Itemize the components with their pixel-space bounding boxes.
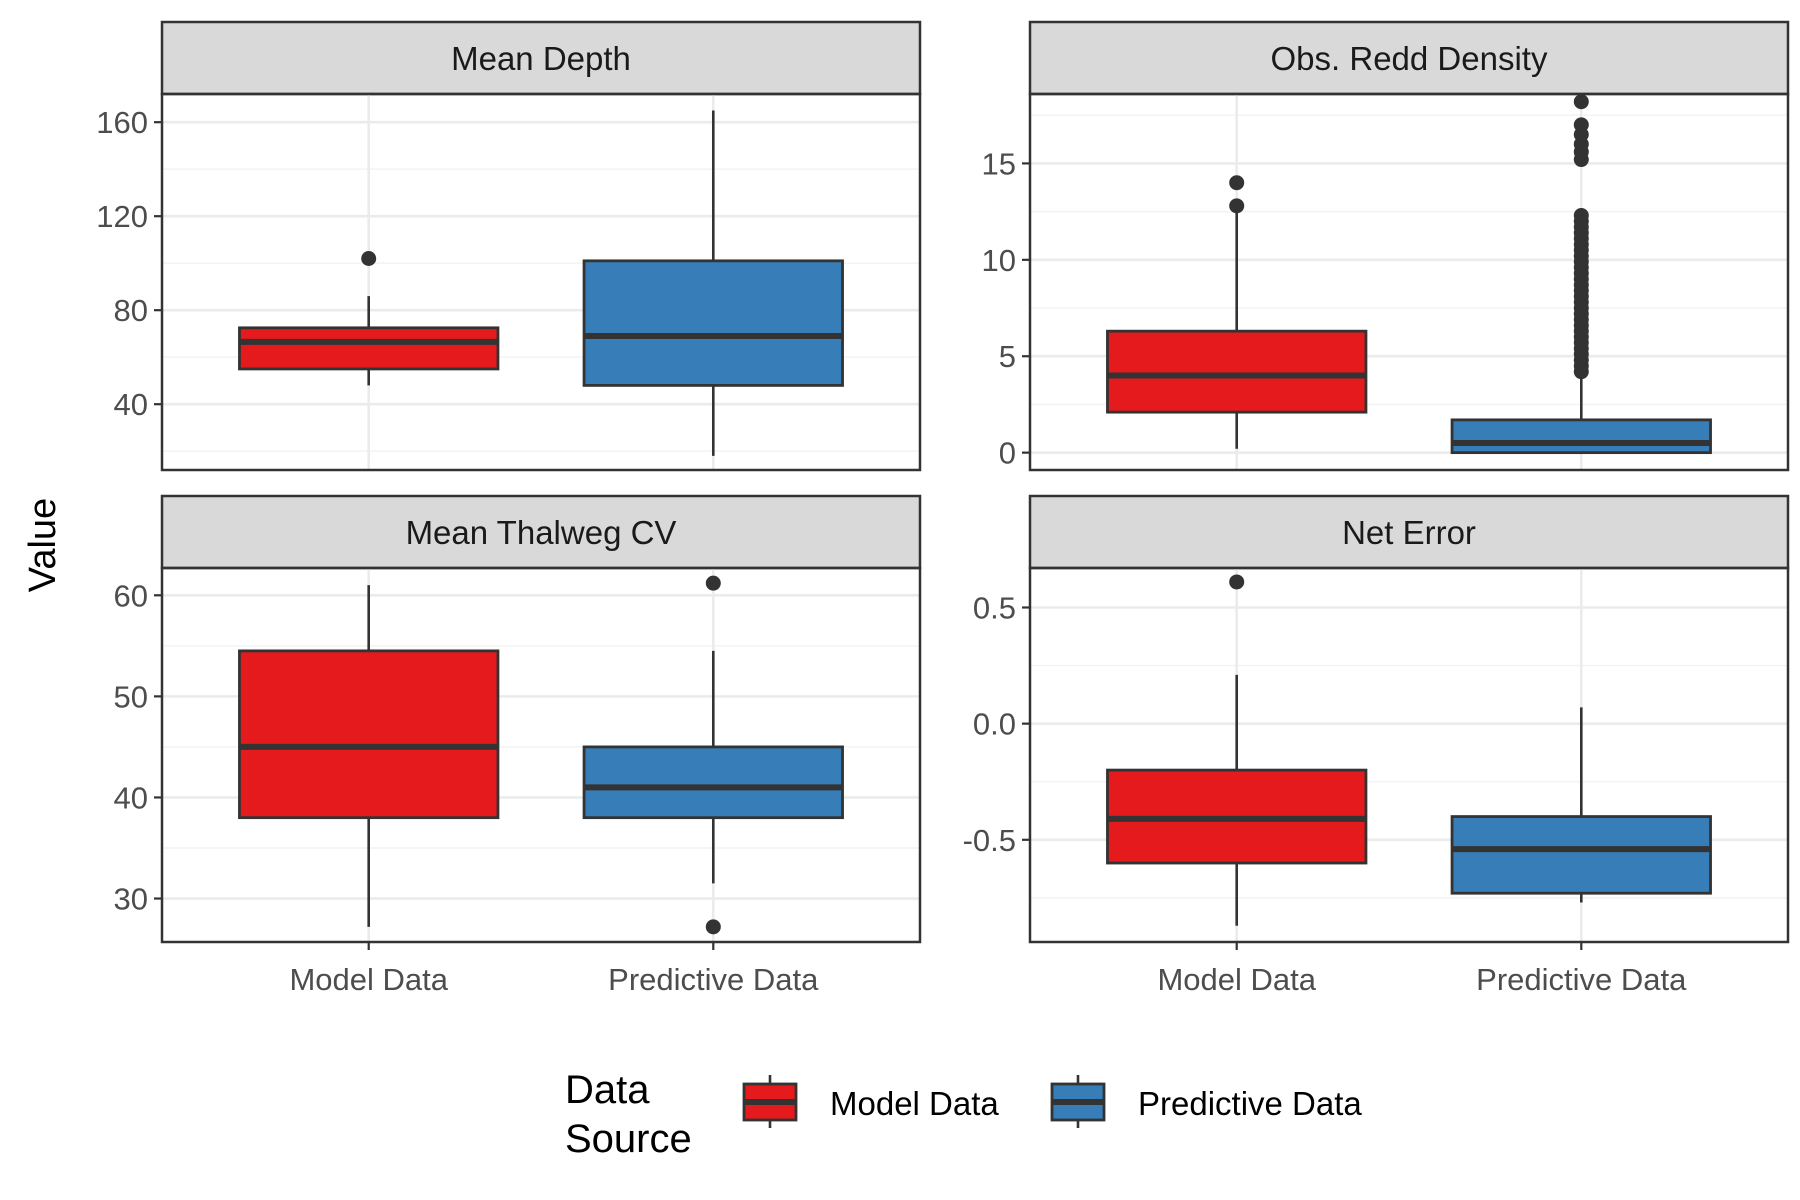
y-tick-label: -0.5 [963,823,1016,858]
panel-frame [1028,92,1790,472]
outlier-point [1573,207,1589,223]
x-tick-label: Predictive Data [1476,962,1687,997]
box-body [1450,815,1712,895]
legend-item-model-data: Model Data [742,1075,999,1128]
outlier-point [1229,574,1245,590]
legend-label: Predictive Data [1138,1085,1362,1122]
y-tick-label: 40 [114,387,148,422]
outlier-point [705,575,721,591]
box-body [238,326,500,371]
panel-title-net-error: Net Error [1342,514,1476,551]
facet-panels: Mean Depth 40 80 120 160 Obs. Redd Density 0 5 1… [96,20,1790,950]
legend-title-line-1: Data [565,1068,650,1112]
box-mean-thalweg-cv-predictive-data [582,575,844,935]
box-body [1450,418,1712,455]
y-tick-label: 0.0 [973,707,1016,742]
box-net-error-predictive-data [1450,707,1712,903]
x-axis-labels: Model Data Predictive Data Model Data Predi… [289,962,1687,997]
box-mean-depth-model-data [238,251,500,386]
outlier-point [1573,117,1589,133]
y-tick-label: 80 [114,293,148,328]
panel-frame [1028,566,1790,944]
strip-mean-depth [160,20,922,96]
box-mean-depth-predictive-data [582,110,844,456]
box-obs-redd-density-predictive-data [1450,94,1712,455]
box-obs-redd-density-model-data [1106,175,1368,449]
outlier-point [1229,175,1245,191]
panel-mean-depth: Mean Depth 40 80 120 160 [96,20,922,472]
y-tick-label: 30 [114,882,148,917]
y-tick-label: 120 [96,199,148,234]
y-tick-label: 50 [114,679,148,714]
panel-net-error: Net Error -0.5 0.0 0.5 [963,494,1790,950]
y-tick-label: 15 [982,146,1016,181]
box-body [582,259,844,387]
panel-title-mean-thalweg-cv: Mean Thalweg CV [406,514,677,551]
box-body [1106,329,1368,414]
panel-title-obs-redd-density: Obs. Redd Density [1271,40,1548,77]
y-axis-title: Value [22,498,64,592]
y-tick-label: 5 [999,339,1016,374]
outlier-point [705,919,721,935]
box-net-error-model-data [1106,574,1368,926]
box-mean-thalweg-cv-model-data [238,585,500,927]
outlier-point [1229,198,1245,214]
legend-item-predictive-data: Predictive Data [1050,1075,1362,1128]
y-tick-label: 160 [96,105,148,140]
panel-title-mean-depth: Mean Depth [451,40,631,77]
legend-title-line-2: Source [565,1117,692,1161]
x-tick-label: Model Data [289,962,448,997]
y-tick-label: 10 [982,243,1016,278]
panel-obs-redd-density: Obs. Redd Density 0 5 10 15 [982,20,1790,472]
y-tick-label: 60 [114,578,148,613]
legend: Data Source Model Data Predictive Data [565,1068,1362,1161]
y-tick-label: 40 [114,780,148,815]
legend-label: Model Data [830,1085,999,1122]
box-body [238,649,500,820]
legend-items: Model Data Predictive Data [742,1075,1362,1128]
x-tick-label: Predictive Data [608,962,819,997]
panel-frame [160,566,922,944]
panel-mean-thalweg-cv: Mean Thalweg CV 30 40 50 60 [114,494,922,950]
panel-frame [160,92,922,472]
y-tick-label: 0.5 [973,590,1016,625]
x-tick-label: Model Data [1157,962,1316,997]
strip-obs-redd-density [1028,20,1790,96]
y-tick-label: 0 [999,436,1016,471]
outlier-point [361,251,377,266]
outlier-point [1573,94,1589,110]
box-body [582,745,844,820]
